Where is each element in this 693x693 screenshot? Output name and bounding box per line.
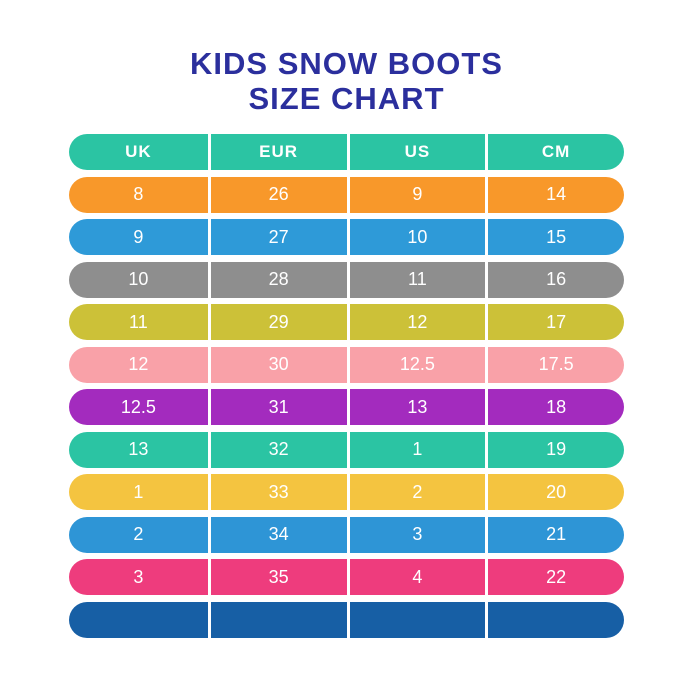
table-row: 8 26 9 14	[69, 176, 624, 213]
table-cell-row4-2: 12.5	[346, 346, 486, 383]
table-cell-row3-3: 17	[485, 304, 624, 340]
table-cell-row1-1: 27	[207, 219, 347, 255]
page-title-line1: KIDS SNOW BOOTS	[190, 46, 503, 81]
table-row: 13 32 1 19	[69, 431, 624, 468]
header-cell-0: UK	[125, 142, 152, 161]
table-row: 10 28 11 16	[69, 261, 624, 298]
table-cell-row2-1: 28	[207, 261, 347, 298]
page-title-line2: SIZE CHART	[248, 81, 445, 116]
table-cell-row7-0: 1	[133, 481, 144, 502]
table-cell-row9-1: 35	[207, 559, 347, 595]
table-cell-row6-1: 32	[207, 431, 347, 468]
header-cell-2: US	[346, 134, 486, 170]
table-cell-row0-3: 14	[485, 176, 624, 213]
header-cell-3: CM	[485, 134, 624, 170]
table-cell-row3-2: 12	[346, 304, 486, 340]
table-row: 11 29 12 17	[69, 304, 624, 340]
table-cell-row7-1: 33	[207, 474, 347, 510]
table-row: 1 33 2 20	[69, 474, 624, 510]
table-cell-row0-0: 8	[133, 184, 144, 204]
table-cell-row5-3: 18	[485, 389, 624, 425]
table-cell-row1-2: 10	[346, 219, 486, 255]
table-row: 9 27 10 15	[69, 219, 624, 255]
header-cell-1: EUR	[207, 134, 347, 170]
table-cell-row6-2: 1	[346, 431, 486, 468]
table-cell-row8-1: 34	[207, 516, 347, 553]
table-cell-row7-2: 2	[346, 474, 486, 510]
table-cell-row10-0	[69, 602, 208, 638]
table-cell-row6-3: 19	[485, 431, 624, 468]
table-cell-row3-0: 11	[129, 311, 148, 332]
table-row	[69, 601, 624, 638]
table-cell-row4-1: 30	[207, 346, 347, 383]
table-cell-row8-2: 3	[346, 516, 486, 553]
table-row: 2 34 3 21	[69, 516, 624, 553]
table-cell-row4-0: 12	[128, 354, 149, 374]
header-row: UK EUR US CM	[69, 134, 624, 170]
table-cell-row10-3	[485, 601, 624, 638]
table-cell-row5-1: 31	[207, 389, 347, 425]
table-cell-row9-0: 3	[133, 566, 144, 587]
table-cell-row10-2	[346, 601, 486, 638]
table-cell-row1-3: 15	[485, 219, 624, 255]
table-cell-row4-3: 17.5	[485, 346, 624, 383]
table-cell-row8-3: 21	[485, 516, 624, 553]
table-cell-row8-0: 2	[133, 524, 144, 544]
table-row: 12 30 12.5 17.5	[69, 346, 624, 383]
page-title: KIDS SNOW BOOTS SIZE CHART	[0, 46, 693, 116]
table-cell-row9-3: 22	[485, 559, 624, 595]
table-cell-row5-0: 12.5	[120, 396, 156, 417]
table-row: 12.5 31 13 18	[69, 389, 624, 425]
table-cell-row0-2: 9	[346, 176, 486, 213]
table-cell-row7-3: 20	[485, 474, 624, 510]
table-cell-row10-1	[207, 601, 347, 638]
size-chart: UK EUR US CM 8 26 9 14 9 27 10 15 10 28 11 16 11 29 12 17 12…	[69, 134, 624, 638]
table-row: 3 35 4 22	[69, 559, 624, 595]
table-cell-row2-0: 10	[128, 269, 149, 289]
table-cell-row1-0: 9	[133, 226, 144, 247]
table-cell-row0-1: 26	[207, 176, 347, 213]
table-cell-row6-0: 13	[128, 439, 149, 459]
table-cell-row5-2: 13	[346, 389, 486, 425]
table-cell-row2-3: 16	[485, 261, 624, 298]
table-cell-row3-1: 29	[207, 304, 347, 340]
table-cell-row9-2: 4	[346, 559, 486, 595]
table-cell-row2-2: 11	[346, 261, 486, 298]
